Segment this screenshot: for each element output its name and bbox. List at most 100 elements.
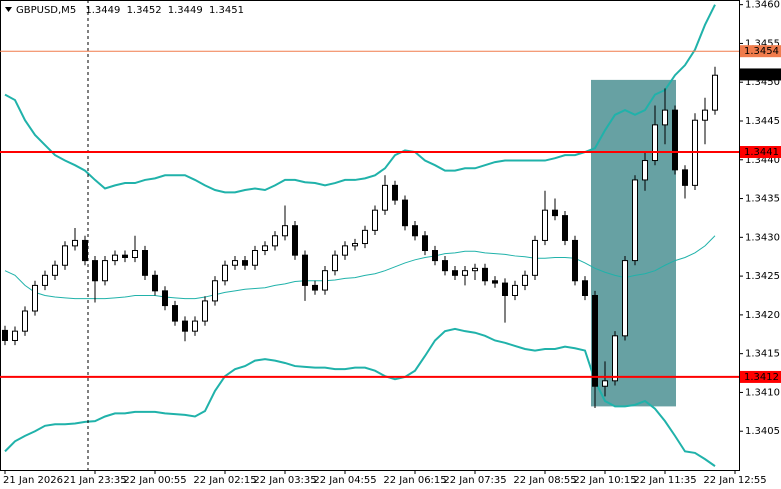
x-tick-label: 22 Jan 00:55 xyxy=(123,475,186,486)
candle-body xyxy=(152,274,158,292)
candle-body xyxy=(592,294,598,387)
candle-body xyxy=(552,209,558,217)
price-level-box xyxy=(740,370,781,383)
candle-body xyxy=(642,160,648,181)
last-price-box xyxy=(740,68,781,81)
x-tick-label: 22 Jan 08:55 xyxy=(513,475,576,486)
candle-body xyxy=(172,305,178,322)
candle-body xyxy=(712,74,718,111)
candle-body xyxy=(282,225,288,237)
candle-body xyxy=(532,239,538,276)
x-tick-label: 22 Jan 03:35 xyxy=(253,475,316,486)
y-tick-label: 1.3415 xyxy=(745,349,780,360)
candle-body xyxy=(412,225,418,237)
candle-body xyxy=(522,274,528,286)
menu-triangle[interactable] xyxy=(5,7,12,12)
candle-body xyxy=(382,184,388,211)
candle-body xyxy=(452,270,458,276)
candle-body xyxy=(492,280,498,284)
header: GBPUSD,M5 1.3449 1.3452 1.3449 1.3451 xyxy=(16,5,244,16)
candle-body xyxy=(582,280,588,296)
candle-body xyxy=(2,329,8,341)
y-tick-label: 1.3405 xyxy=(745,426,780,437)
candle-body xyxy=(122,254,128,258)
candle-body xyxy=(392,184,398,201)
candle-body xyxy=(682,169,688,186)
y-tick-label: 1.3460 xyxy=(745,0,780,11)
candle-body xyxy=(432,250,438,262)
candle-body xyxy=(702,109,708,121)
candle-body xyxy=(32,284,38,312)
header-low: 1.3449 xyxy=(168,5,203,16)
candle-body xyxy=(232,260,238,266)
candle-body xyxy=(42,274,48,286)
candle-body xyxy=(502,282,508,296)
candle-body xyxy=(632,179,638,262)
candle-body xyxy=(472,267,478,272)
candle-body xyxy=(672,109,678,171)
y-tick-label: 1.3420 xyxy=(745,310,780,321)
candle-body xyxy=(302,254,308,286)
candle-body xyxy=(602,380,608,387)
x-tick-label: 22 Jan 06:15 xyxy=(383,475,446,486)
y-tick-label: 1.3450 xyxy=(745,77,780,88)
candle-body xyxy=(112,254,118,262)
candle-body xyxy=(182,320,188,332)
header-open: 1.3449 xyxy=(85,5,120,16)
candle-body xyxy=(562,215,568,241)
candle-body xyxy=(662,109,668,126)
candle-body xyxy=(62,245,68,266)
x-tick-label: 22 Jan 04:55 xyxy=(313,475,376,486)
candle-body xyxy=(252,250,258,266)
x-tick-label: 22 Jan 10:15 xyxy=(573,475,636,486)
candle-body xyxy=(512,284,518,296)
candle-body xyxy=(242,260,248,266)
candle-body xyxy=(132,250,138,258)
y-tick-label: 1.3410 xyxy=(745,387,780,398)
x-tick-label: 22 Jan 02:15 xyxy=(193,475,256,486)
candle-body xyxy=(442,260,448,272)
price-level-box xyxy=(740,45,781,58)
price-level-label: 1.3412 xyxy=(744,372,779,383)
candle-body xyxy=(162,290,168,307)
y-tick-label: 1.3445 xyxy=(745,116,780,127)
x-tick-label: 22 Jan 07:35 xyxy=(443,475,506,486)
candle-body xyxy=(462,270,468,276)
y-tick-label: 1.3435 xyxy=(745,194,780,205)
y-tick-label: 1.3440 xyxy=(745,155,780,166)
candle-body xyxy=(92,260,98,282)
x-tick-label: 22 Jan 11:35 xyxy=(633,475,696,486)
candle-body xyxy=(612,335,618,382)
candle-body xyxy=(402,199,408,227)
x-tick-label: 21 Jan 23:35 xyxy=(63,475,126,486)
candle-body xyxy=(52,264,58,276)
candle-body xyxy=(272,235,278,247)
candle-body xyxy=(262,245,268,252)
candle-body xyxy=(362,229,368,245)
candle-body xyxy=(622,260,628,337)
candle-body xyxy=(322,270,328,291)
candle-body xyxy=(12,330,18,341)
candle-body xyxy=(142,250,148,276)
candle-body xyxy=(572,239,578,282)
candle-body xyxy=(222,264,228,282)
candle-body xyxy=(332,254,338,272)
y-tick-label: 1.3455 xyxy=(745,38,780,49)
candle-body xyxy=(312,284,318,291)
candle-body xyxy=(72,239,78,247)
header-close: 1.3451 xyxy=(209,5,244,16)
candle-body xyxy=(372,209,378,231)
candle-body xyxy=(192,320,198,332)
y-tick-label: 1.3430 xyxy=(745,232,780,243)
x-tick-label: 22 Jan 12:55 xyxy=(703,475,766,486)
candle-body xyxy=(82,239,88,262)
candle-body xyxy=(422,235,428,252)
candle-body xyxy=(482,267,488,282)
plot-frame xyxy=(0,0,740,471)
candle-body xyxy=(102,260,108,282)
last-price-label: 1.3451 xyxy=(744,69,779,80)
candle-body xyxy=(212,280,218,302)
candle-body xyxy=(352,243,358,247)
candle-body xyxy=(22,310,28,332)
